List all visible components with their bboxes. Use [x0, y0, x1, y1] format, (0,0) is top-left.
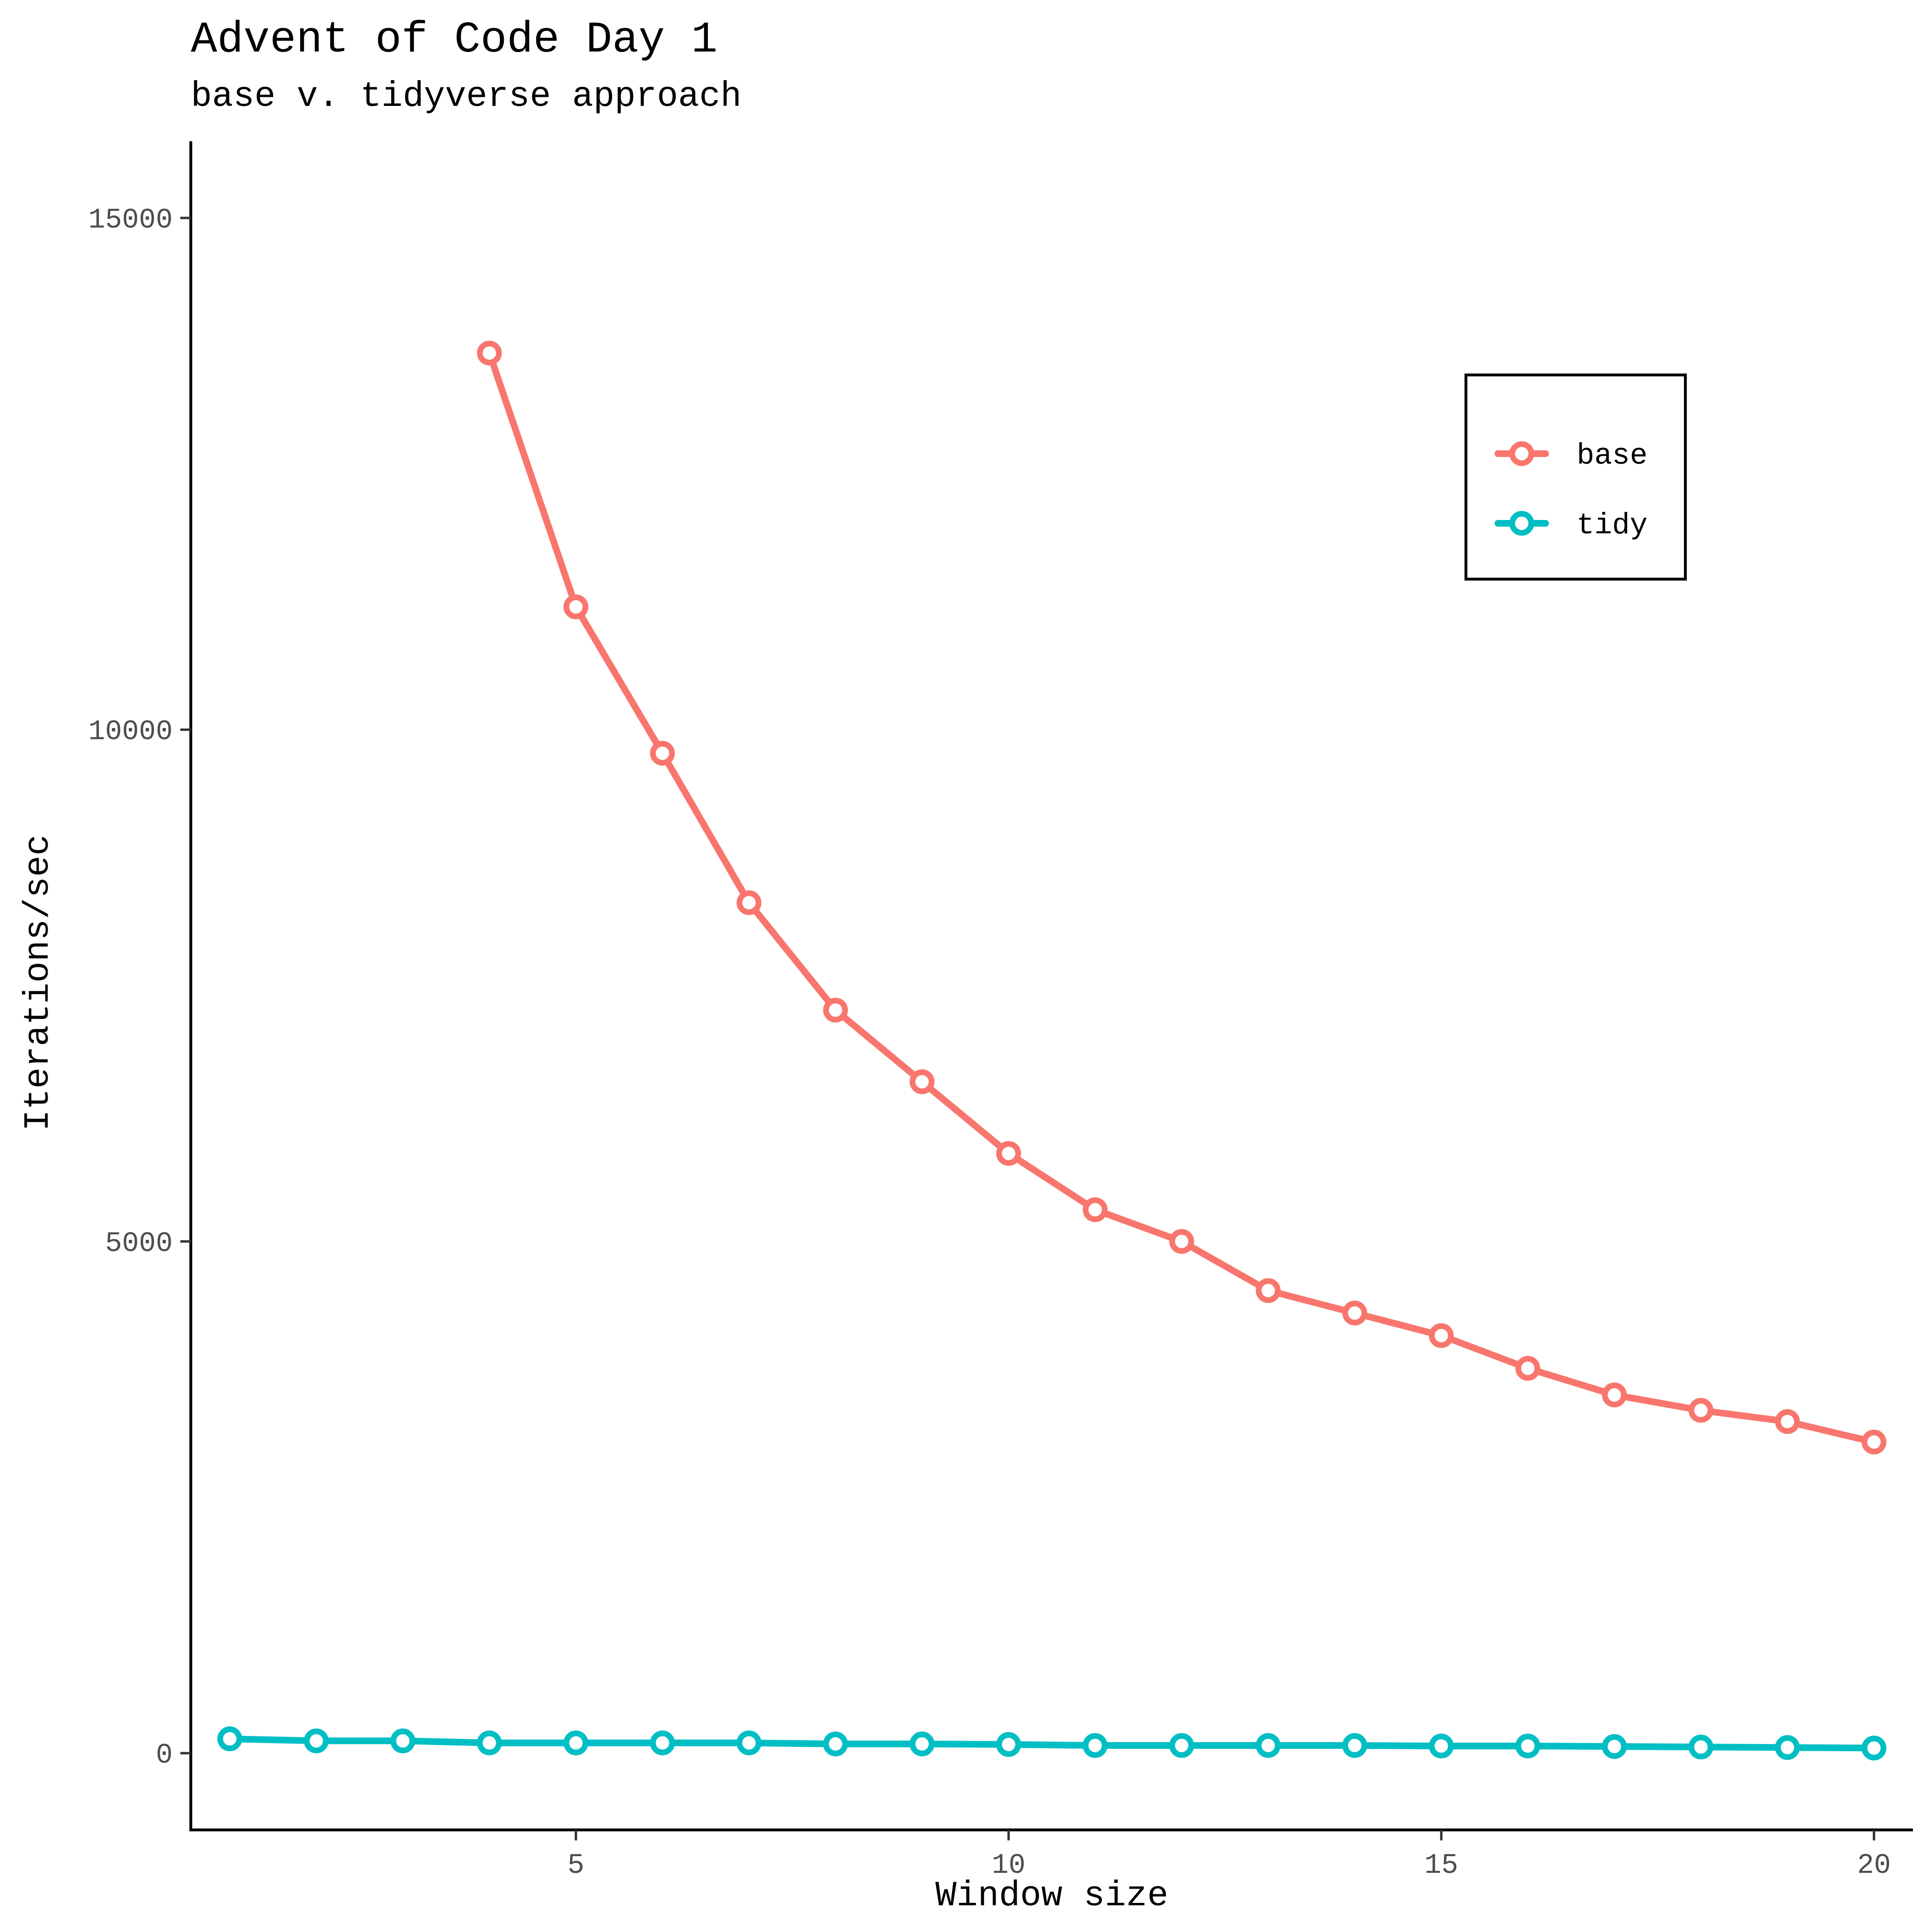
data-point-base: [1515, 1356, 1540, 1381]
data-point-base: [1082, 1197, 1108, 1222]
y-ticks: 0 5000 10000 15000: [88, 204, 191, 1771]
legend-box: [1465, 374, 1687, 581]
data-point-tidy: [390, 1728, 415, 1754]
data-point-tidy: [1775, 1735, 1800, 1760]
chart-subtitle: base v. tidyverse approach: [191, 77, 742, 117]
data-point-tidy: [563, 1730, 589, 1755]
y-axis-title: Iterations/sec: [19, 834, 59, 1131]
data-point-base: [996, 1141, 1021, 1166]
legend-key-marker-base: [1509, 441, 1534, 466]
data-point-base: [909, 1069, 935, 1094]
series-line-tidy: [226, 1735, 1878, 1752]
legend: base tidy: [1465, 374, 1687, 581]
y-tick-label: 10000: [88, 716, 173, 748]
data-point-tidy: [1256, 1733, 1281, 1758]
data-point-tidy: [996, 1732, 1021, 1757]
data-point-tidy: [1688, 1735, 1714, 1760]
data-point-tidy: [909, 1731, 935, 1756]
data-point-base: [823, 997, 848, 1023]
data-point-base: [477, 341, 502, 366]
data-point-base: [1429, 1323, 1454, 1348]
x-ticks: 5 10 15 20: [568, 1830, 1891, 1881]
data-point-base: [650, 740, 675, 766]
data-point-base: [1602, 1382, 1627, 1408]
x-tick-label: 20: [1857, 1849, 1891, 1881]
data-point-tidy: [1169, 1733, 1195, 1758]
data-point-base: [1169, 1229, 1195, 1254]
data-point-tidy: [1515, 1734, 1540, 1759]
legend-key-marker-tidy: [1509, 511, 1534, 536]
data-point-tidy: [1082, 1733, 1108, 1758]
y-tick-label: 0: [156, 1739, 173, 1771]
data-point-tidy: [1602, 1734, 1627, 1759]
series-layer: [217, 341, 1887, 1761]
data-point-tidy: [217, 1726, 242, 1752]
data-point-base: [1688, 1398, 1714, 1423]
y-tick-label: 5000: [105, 1227, 173, 1259]
legend-label-tidy: tidy: [1577, 509, 1648, 542]
data-point-tidy: [1861, 1735, 1887, 1761]
data-point-base: [1342, 1300, 1367, 1326]
data-point-tidy: [304, 1728, 329, 1754]
x-tick-label: 15: [1424, 1849, 1458, 1881]
axes: [189, 141, 1913, 1831]
data-point-base: [1861, 1429, 1887, 1454]
chart-title: Advent of Code Day 1: [191, 15, 717, 65]
data-point-base: [563, 594, 589, 620]
data-point-base: [1775, 1409, 1800, 1434]
legend-label-base: base: [1577, 439, 1648, 473]
data-point-tidy: [1429, 1734, 1454, 1759]
y-tick-label: 15000: [88, 204, 173, 236]
data-point-base: [737, 890, 762, 915]
x-axis-title: Window size: [935, 1876, 1168, 1916]
data-point-tidy: [1342, 1733, 1367, 1758]
data-point-tidy: [477, 1730, 502, 1755]
data-point-tidy: [737, 1730, 762, 1755]
data-point-tidy: [823, 1731, 848, 1756]
data-point-base: [1256, 1278, 1281, 1303]
x-tick-label: 10: [992, 1849, 1026, 1881]
data-point-tidy: [650, 1730, 675, 1755]
x-tick-label: 5: [568, 1849, 584, 1881]
